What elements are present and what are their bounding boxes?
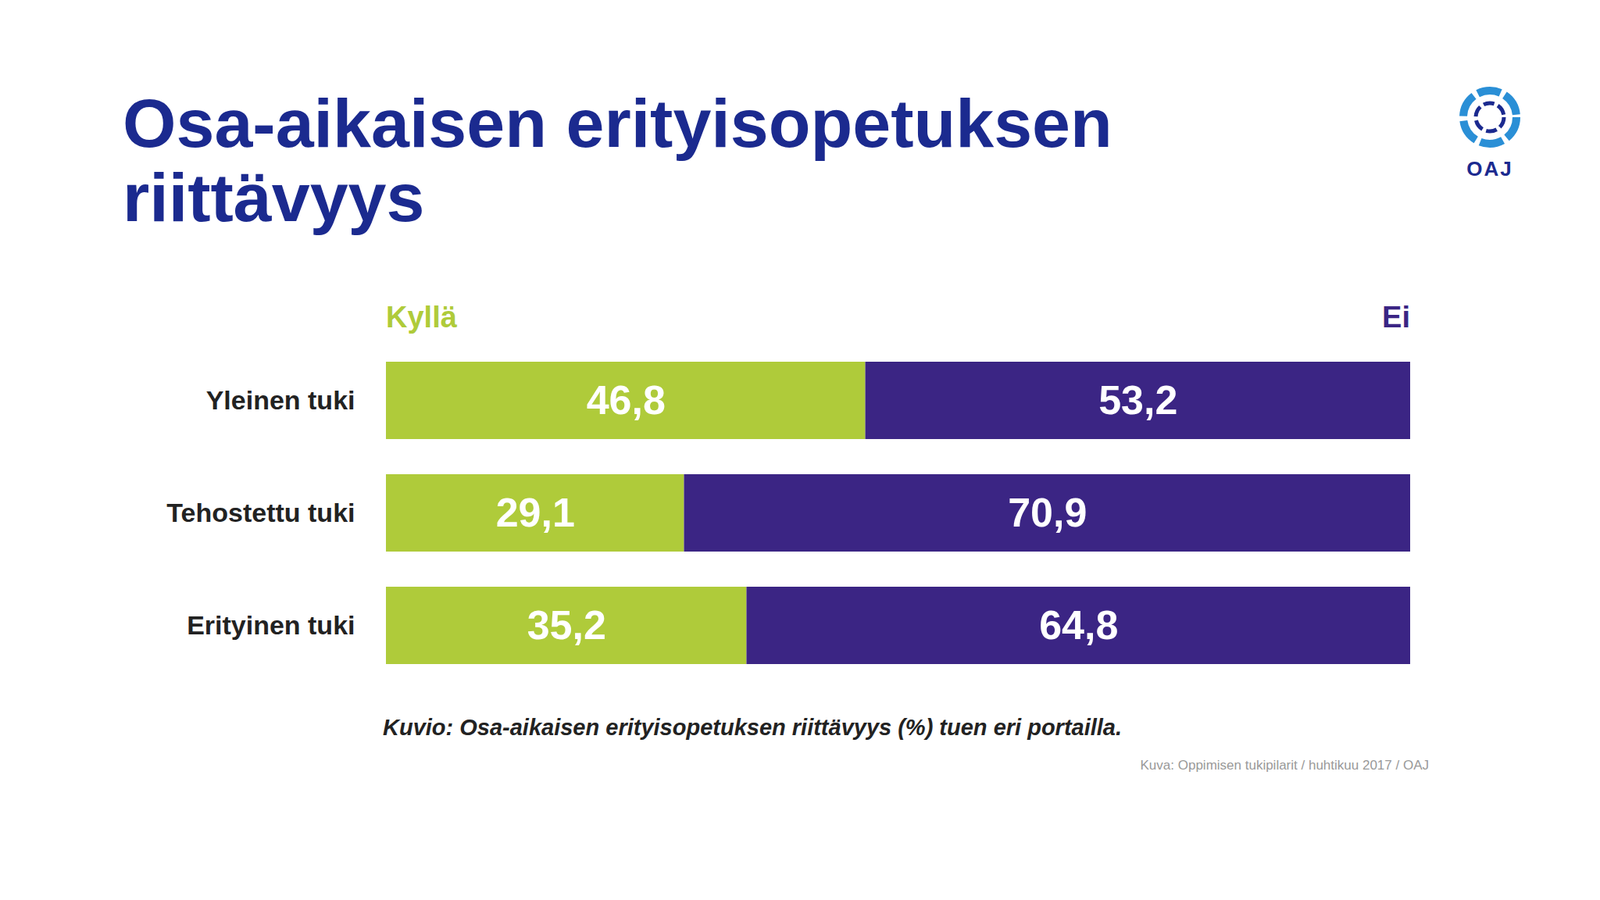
svg-text:35,2: 35,2 xyxy=(527,602,607,648)
svg-text:29,1: 29,1 xyxy=(496,489,575,536)
html-text:OAJ: OAJ xyxy=(1466,157,1514,181)
svg-text:Erityinen tuki: Erityinen tuki xyxy=(186,610,355,640)
svg-text:46,8: 46,8 xyxy=(586,377,666,423)
html-text:Kuva: Oppimisen tukipilarit /: Kuva: Oppimisen tukipilarit / huhtikuu 2… xyxy=(1140,757,1429,773)
html-text:Osa-aikaisen erityisopetuksen: Osa-aikaisen erityisopetuksen riittävyys xyxy=(122,84,1113,236)
html-text:Kuvio: Osa-aikaisen erityisope: Kuvio: Osa-aikaisen erityisopetuksen rii… xyxy=(382,714,1122,740)
svg-text:64,8: 64,8 xyxy=(1039,602,1118,648)
svg-text:53,2: 53,2 xyxy=(1098,377,1178,423)
svg-text:Tehostettu tuki: Tehostettu tuki xyxy=(166,497,355,528)
html-text:Ei: Ei xyxy=(1382,300,1411,334)
html-text:Kyllä: Kyllä xyxy=(385,300,457,334)
svg-text:Yleinen tuki: Yleinen tuki xyxy=(206,385,356,415)
svg-text:70,9: 70,9 xyxy=(1007,489,1087,536)
